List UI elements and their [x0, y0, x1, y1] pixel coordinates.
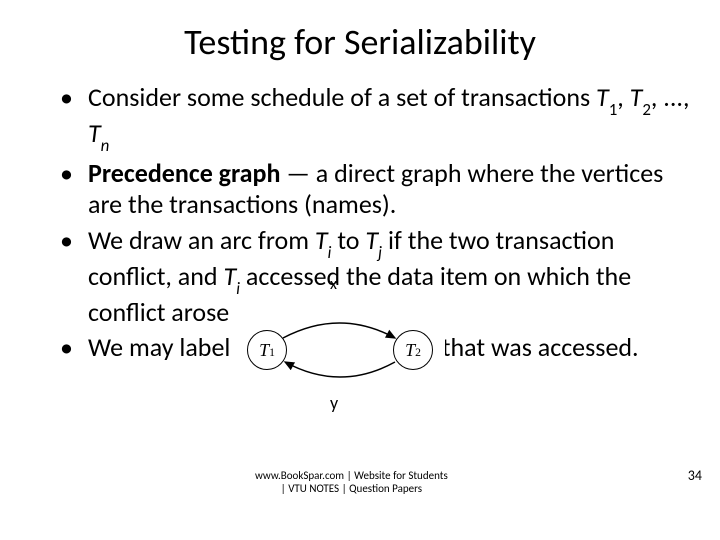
b3-subi: i: [328, 242, 332, 263]
footer-line2: | VTU NOTES | Question Papers: [281, 482, 422, 495]
arc-label-y: y: [330, 392, 338, 414]
b1-subn: n: [101, 135, 110, 156]
b3-ti: T: [315, 224, 328, 256]
b1-tn: T: [88, 117, 101, 149]
b1-t1: T: [596, 81, 609, 113]
node2-sub: 2: [415, 346, 421, 359]
b2-bold: Precedence graph: [88, 157, 280, 189]
slide: Testing for Serializability Consider som…: [0, 0, 720, 540]
arc-label-x: x: [330, 275, 337, 294]
b3-subi2: i: [236, 278, 240, 299]
b3-tj: T: [365, 224, 378, 256]
node-t1: T1: [247, 330, 287, 370]
b3-subj: j: [378, 242, 382, 263]
b1-sub1: 1: [609, 99, 618, 120]
node-t2: T2: [393, 330, 433, 370]
b3-pre: We draw an arc from: [88, 224, 315, 256]
bullet-2: Precedence graph — a direct graph where …: [60, 158, 690, 221]
b3-to: to: [331, 224, 365, 256]
node2-label: T: [405, 340, 415, 361]
b1-sub2: 2: [642, 99, 651, 120]
b3-ti2: T: [223, 260, 236, 292]
page-title: Testing for Serializability: [0, 20, 720, 64]
b1-sep2: , ...,: [651, 81, 690, 113]
footer-text: www.BookSpar.com | Website for Students …: [255, 469, 448, 495]
b1-t2: T: [630, 81, 643, 113]
precedence-graph-diagram: T1 T2: [235, 300, 445, 400]
b1-text-pre: Consider some schedule of a set of trans…: [88, 81, 596, 113]
page-number: 34: [688, 467, 702, 484]
footer-line1: www.BookSpar.com | Website for Students: [255, 469, 448, 482]
node1-sub: 1: [269, 346, 275, 359]
b1-sep1: ,: [617, 81, 629, 113]
bullet-1: Consider some schedule of a set of trans…: [60, 82, 690, 154]
node1-label: T: [259, 340, 269, 361]
